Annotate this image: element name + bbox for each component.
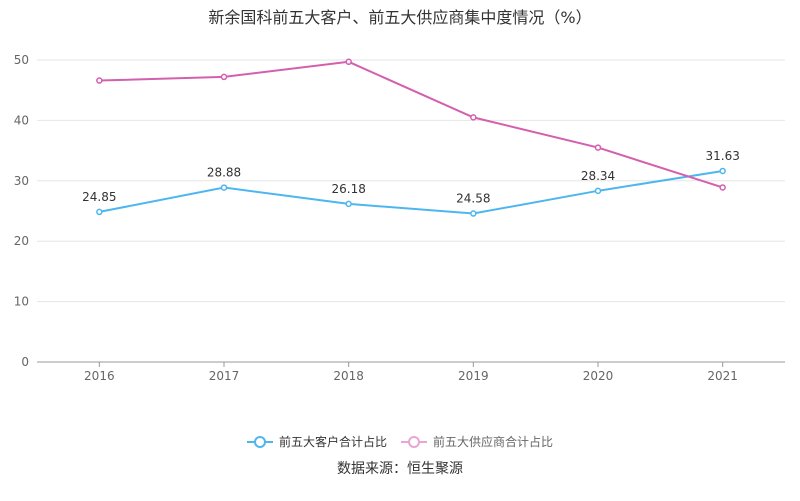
data-point[interactable] — [96, 77, 103, 84]
data-point[interactable] — [345, 58, 352, 66]
y-axis-ticks: 0 10 20 30 40 50 — [14, 53, 29, 369]
data-point[interactable] — [470, 114, 477, 121]
data-label: 26.18 — [331, 182, 365, 196]
legend-item-customers[interactable]: 前五大客户合计占比 — [246, 433, 387, 450]
line-chart: 0 10 20 30 40 50 2016 2017 2018 2019 2020 2021 24.… — [14, 53, 785, 383]
x-tick-label: 2019 — [458, 369, 489, 383]
gridlines — [37, 59, 785, 303]
x-tick-label: 2020 — [583, 369, 614, 383]
data-label: 28.88 — [207, 166, 241, 180]
data-point[interactable] — [719, 167, 726, 175]
y-tick-label: 30 — [14, 174, 29, 188]
data-labels: 24.85 28.88 26.18 24.58 28.34 31.63 — [82, 149, 740, 206]
data-point[interactable] — [594, 144, 602, 151]
data-label: 31.63 — [705, 149, 739, 163]
data-label: 24.58 — [456, 192, 490, 206]
series-line-0 — [99, 169, 723, 215]
data-point[interactable] — [96, 208, 103, 216]
data-point[interactable] — [594, 187, 602, 195]
data-label: 28.34 — [581, 169, 615, 183]
legend-marker-suppliers — [401, 435, 427, 448]
data-point[interactable] — [470, 210, 477, 217]
x-tick-label: 2021 — [707, 369, 738, 383]
y-tick-label: 20 — [14, 234, 29, 248]
data-point[interactable] — [719, 184, 726, 191]
legend-marker-customers — [246, 435, 273, 448]
data-source: 数据来源：恒生聚源 — [337, 461, 463, 477]
legend-item-suppliers[interactable]: 前五大供应商合计占比 — [401, 433, 553, 450]
legend-label-suppliers: 前五大供应商合计占比 — [433, 435, 554, 449]
x-tick-label: 2017 — [209, 369, 240, 383]
chart-title: 新余国科前五大客户、前五大供应商集中度情况（%） — [208, 8, 592, 27]
data-point[interactable] — [345, 200, 352, 208]
x-axis: 2016 2017 2018 2019 2020 2021 — [37, 361, 785, 383]
y-tick-label: 50 — [14, 53, 29, 67]
series-line-1 — [99, 60, 723, 189]
series-lines — [96, 58, 726, 217]
data-label: 24.85 — [82, 190, 116, 204]
data-point[interactable] — [220, 184, 228, 191]
x-tick-label: 2018 — [333, 369, 364, 383]
x-tick-label: 2016 — [84, 369, 115, 383]
y-tick-label: 0 — [21, 355, 29, 369]
data-point[interactable] — [220, 73, 228, 81]
legend-label-customers: 前五大客户合计占比 — [278, 435, 387, 449]
y-tick-label: 10 — [14, 295, 29, 309]
y-tick-label: 40 — [14, 113, 29, 127]
legend: 前五大客户合计占比 前五大供应商合计占比 — [0, 433, 800, 450]
